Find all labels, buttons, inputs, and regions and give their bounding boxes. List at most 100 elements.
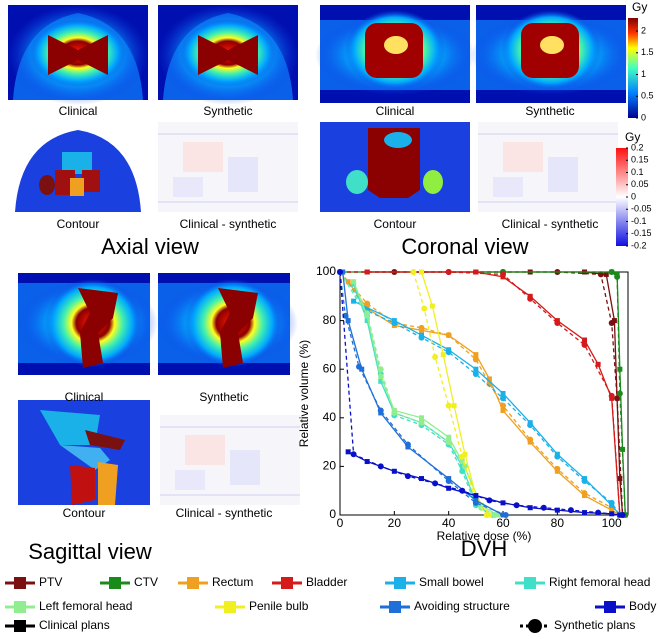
x-tick-label: 0	[337, 516, 344, 530]
dvh-marker	[608, 499, 615, 506]
dvh-marker	[502, 512, 509, 518]
dvh-marker	[378, 373, 384, 379]
legend-label: Rectum	[212, 575, 253, 589]
dvh-marker	[582, 337, 588, 343]
y-tick-label: 60	[323, 361, 337, 375]
dvh-marker	[581, 490, 588, 497]
axial-contour-image	[8, 122, 148, 212]
y-tick-label: 40	[323, 410, 337, 424]
legend-marker	[389, 601, 401, 613]
dvh-marker	[500, 402, 507, 409]
dvh-marker	[614, 273, 621, 280]
dvh-marker	[445, 402, 452, 409]
coronal-diff-image	[477, 121, 619, 213]
dvh-marker	[364, 459, 370, 465]
dvh-marker	[378, 378, 384, 384]
dvh-marker	[377, 366, 384, 373]
dvh-line	[342, 271, 504, 516]
legend-label: CTV	[134, 575, 158, 589]
dvh-marker	[500, 408, 506, 414]
dvh-marker	[567, 507, 574, 514]
dvh-marker	[445, 332, 452, 339]
y-axis-label: Relative volume (%)	[297, 340, 311, 447]
colorbar-tick-label: -0.1	[631, 216, 647, 226]
dvh-marker	[597, 271, 604, 278]
sagittal-synthetic-image	[158, 273, 298, 375]
dvh-marker	[527, 295, 534, 302]
dvh-marker	[364, 318, 370, 324]
dvh-marker	[391, 320, 398, 327]
panel-label: Synthetic	[199, 390, 248, 404]
legend-marker	[14, 601, 26, 613]
colorbar-tick-label: 2	[641, 25, 646, 35]
dvh-line	[339, 271, 623, 516]
axial-synthetic-image	[158, 5, 298, 105]
dvh-marker	[418, 334, 425, 341]
panel-label: Clinical - synthetic	[176, 506, 273, 520]
panel-title: Axial view	[101, 234, 199, 259]
dvh-marker	[459, 453, 466, 460]
axial-diff-image	[157, 121, 299, 213]
dvh-marker	[446, 485, 452, 491]
dvh-marker	[581, 341, 588, 348]
legend-label: Bladder	[306, 575, 347, 589]
legend-marker	[604, 601, 616, 613]
panel-label: Clinical - synthetic	[502, 217, 599, 231]
panel-label: Clinical	[376, 104, 415, 118]
panel-label: Contour	[57, 217, 100, 231]
dvh-marker	[611, 318, 617, 324]
dvh-marker	[472, 499, 479, 506]
colorbar-diff	[616, 148, 628, 246]
x-tick-label: 80	[551, 516, 565, 530]
y-tick-label: 80	[323, 313, 337, 327]
coronal-contour-image	[320, 122, 470, 212]
dvh-marker	[473, 493, 479, 499]
dvh-marker	[418, 419, 425, 426]
dvh-marker	[351, 279, 357, 285]
chart-title: DVH	[461, 536, 507, 561]
dvh-marker	[608, 392, 615, 399]
dvh-marker	[473, 269, 479, 275]
dvh-marker	[404, 441, 411, 448]
dvh-marker	[472, 356, 479, 363]
dvh-marker	[616, 390, 623, 397]
legend-marker	[109, 577, 121, 589]
dvh-marker	[446, 434, 452, 440]
coronal-clinical-image	[315, 5, 475, 103]
colorbar-tick-label: 0.5	[641, 91, 654, 101]
dvh-marker	[364, 300, 371, 307]
dvh-marker	[432, 354, 439, 361]
dvh-marker	[445, 439, 452, 446]
colorbar-unit: Gy	[632, 0, 647, 14]
dvh-marker	[445, 269, 452, 275]
dvh-marker	[377, 407, 384, 414]
legend-label: Right femoral head	[549, 575, 650, 589]
dvh-marker	[461, 463, 468, 470]
dvh-marker	[391, 409, 398, 416]
colorbar-dose	[628, 18, 638, 118]
y-tick-label: 20	[323, 459, 337, 473]
panel-title: Coronal view	[401, 234, 528, 259]
dvh-marker	[603, 271, 609, 277]
dvh-marker	[473, 352, 479, 358]
dvh-marker	[595, 361, 601, 367]
dvh-marker	[500, 391, 506, 396]
legend-label: Small bowel	[419, 575, 484, 589]
dvh-marker	[527, 422, 534, 429]
dvh-marker	[486, 376, 492, 382]
dvh-marker	[459, 487, 466, 494]
dvh-marker	[359, 366, 365, 372]
x-tick-label: 100	[602, 516, 622, 530]
dvh-marker	[513, 502, 520, 509]
legend-marker	[394, 577, 406, 589]
x-axis-label: Relative dose (%)	[437, 529, 532, 543]
sagittal-clinical-image	[18, 273, 158, 375]
dvh-marker	[486, 497, 493, 504]
panel-label: Synthetic	[203, 104, 252, 118]
dvh-line	[339, 271, 621, 516]
sagittal-diff-image	[159, 414, 301, 506]
y-tick-label: 100	[316, 264, 336, 278]
panel-label: Clinical	[65, 390, 104, 404]
dvh-marker	[491, 512, 498, 518]
